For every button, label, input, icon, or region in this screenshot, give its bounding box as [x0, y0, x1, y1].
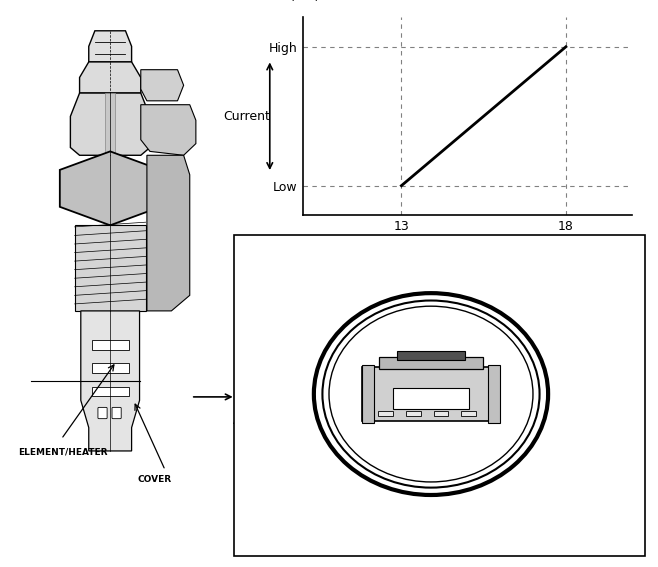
- Text: Diffusion
Layer: Diffusion Layer: [494, 318, 609, 349]
- Polygon shape: [60, 151, 161, 225]
- Bar: [92, 363, 128, 373]
- Polygon shape: [89, 31, 132, 62]
- Bar: [92, 387, 128, 396]
- Text: Element/Heater Cutaway: Element/Heater Cutaway: [343, 249, 519, 263]
- Polygon shape: [147, 155, 190, 311]
- Polygon shape: [105, 93, 115, 155]
- Text: Cover: Cover: [504, 283, 588, 309]
- Polygon shape: [70, 93, 150, 155]
- Polygon shape: [141, 105, 196, 155]
- Polygon shape: [81, 311, 139, 451]
- FancyBboxPatch shape: [98, 407, 107, 418]
- Polygon shape: [141, 70, 184, 101]
- X-axis label: Air fuel ratio: Air fuel ratio: [428, 239, 506, 252]
- Bar: [74, 225, 145, 311]
- Bar: [92, 340, 128, 350]
- Text: Platinum
Electrode: Platinum Electrode: [239, 266, 368, 336]
- Text: ELEMENT/HEATER: ELEMENT/HEATER: [18, 448, 108, 457]
- Polygon shape: [80, 62, 141, 93]
- Text: Current: Current: [223, 110, 270, 122]
- Text: COVER: COVER: [138, 475, 172, 484]
- Text: (mA): (mA): [290, 0, 320, 3]
- Text: Platinum Heater: Platinum Heater: [445, 431, 542, 480]
- Text: Zirconia
Element: Zirconia Element: [501, 363, 608, 395]
- FancyBboxPatch shape: [112, 407, 121, 418]
- Text: Atmospheric
Chamber: Atmospheric Chamber: [233, 405, 368, 442]
